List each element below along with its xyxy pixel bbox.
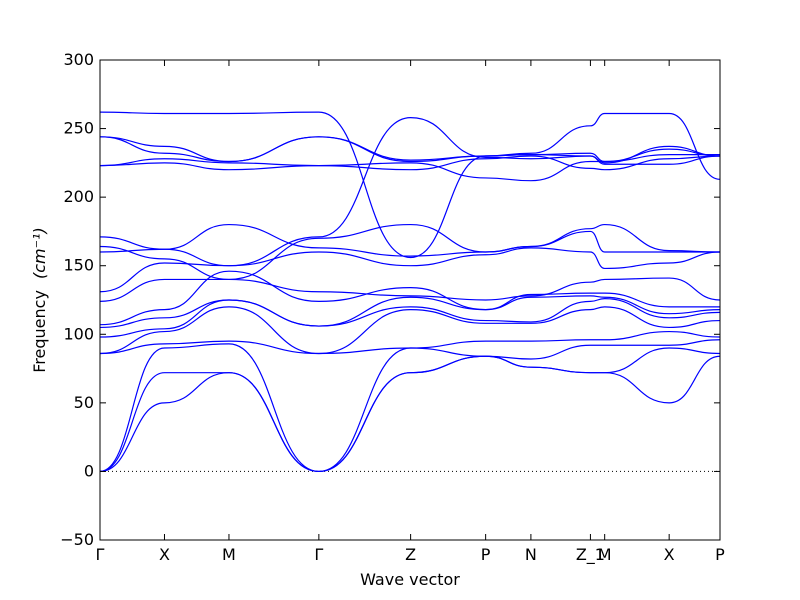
band-line-7 (99, 295, 721, 329)
band-line-9 (99, 277, 721, 302)
x-tick-label: X (159, 545, 170, 564)
x-tick-label: M (222, 545, 236, 564)
band-line-13 (99, 116, 721, 267)
band-line-11 (99, 223, 720, 257)
band-line-10 (99, 247, 721, 293)
series-layer (99, 111, 721, 473)
band-line-14 (99, 155, 721, 171)
y-tick-label: −50 (60, 530, 94, 549)
band-line-2 (99, 347, 721, 473)
band-line-6 (99, 298, 721, 338)
y-tick-label: 0 (84, 461, 94, 480)
x-tick-label: P (481, 545, 491, 564)
x-axis-label: Wave vector (360, 570, 460, 589)
y-tick-label: 250 (63, 119, 94, 138)
plot-frame (99, 59, 721, 541)
y-tick-label: 150 (63, 256, 94, 275)
y-axis-label-text: Frequency (30, 290, 49, 373)
y-axis-label-units: (cm⁻¹) (30, 227, 49, 279)
x-tick-label: Z_1 (576, 545, 605, 565)
band-line-17 (99, 136, 721, 163)
y-ticks: −50 0 50 100 150 200 250 300 (60, 50, 720, 549)
band-line-12 (99, 223, 721, 281)
y-axis-label: Frequency (cm⁻¹) (30, 227, 49, 372)
y-tick-label: 300 (63, 50, 94, 69)
x-tick-label: N (525, 545, 537, 564)
y-tick-label: 200 (63, 187, 94, 206)
band-line-4 (99, 330, 721, 355)
x-tick-label: M (598, 545, 612, 564)
x-tick-label: X (664, 545, 675, 564)
y-tick-label: 50 (74, 393, 94, 412)
band-line-18 (99, 111, 721, 259)
x-tick-label: Z (405, 545, 416, 564)
x-tick-label: Γ (314, 545, 323, 564)
x-ticks: Γ X M Γ Z P N Z_1M X P (96, 60, 725, 565)
y-tick-label: 100 (63, 324, 94, 343)
band-line-8 (99, 270, 720, 326)
x-tick-label: P (715, 545, 725, 564)
band-line-5 (99, 306, 721, 355)
x-tick-label: Γ (96, 545, 105, 564)
